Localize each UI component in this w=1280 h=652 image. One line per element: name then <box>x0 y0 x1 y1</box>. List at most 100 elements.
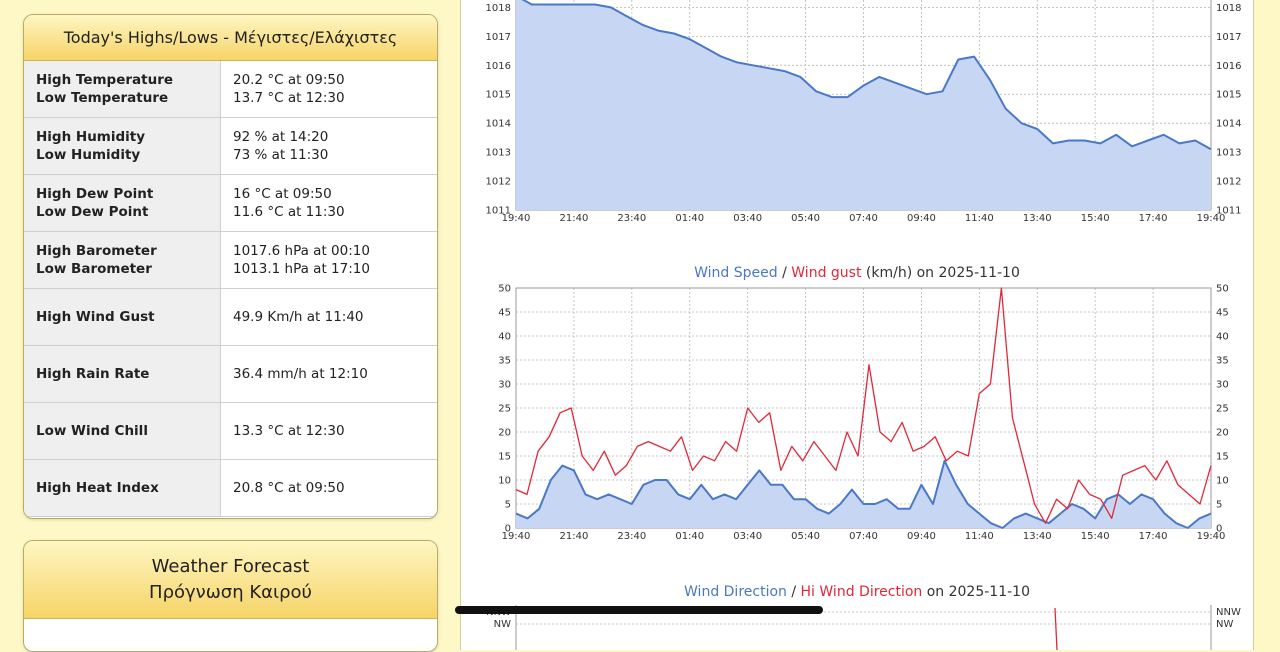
x-tick-label: 21:40 <box>560 213 589 224</box>
row-value-cell: 16 °C at 09:50 11.6 °C at 11:30 <box>220 174 437 232</box>
y-tick-label-right: 45 <box>1216 308 1229 319</box>
y-tick-label-left: 1016 <box>486 61 511 72</box>
highs-lows-table: High Temperature Low Temperature 20.2 °C a… <box>24 61 437 517</box>
y-tick-label-left: 25 <box>498 404 511 415</box>
table-row: High Wind Gust 49.9 Km/h at 11:40 <box>24 288 437 346</box>
x-tick-label: 07:40 <box>849 213 878 224</box>
row-label-cell: Low Wind Chill <box>24 402 221 460</box>
y-tick-label-right: 1011 <box>1216 206 1241 217</box>
stat-label: Low Dew Point <box>36 204 149 220</box>
row-label-cell: High Temperature Low Temperature <box>24 61 221 118</box>
y-tick-label-right: 5 <box>1216 500 1222 511</box>
forecast-title-en: Weather Forecast <box>151 556 310 577</box>
x-tick-label: 19:40 <box>1197 531 1226 542</box>
x-tick-label: 03:40 <box>733 531 762 542</box>
y-tick-label-left: 1017 <box>486 32 511 43</box>
row-label-cell: High Rain Rate <box>24 345 221 403</box>
y-tick-label-right: 25 <box>1216 404 1229 415</box>
x-tick-label: 01:40 <box>675 213 704 224</box>
y-tick-label-left: NW <box>494 619 511 630</box>
stat-value: 20.8 °C at 09:50 <box>233 480 345 496</box>
y-tick-label-left: 40 <box>498 332 511 343</box>
y-tick-label-right: 40 <box>1216 332 1229 343</box>
x-tick-label: 13:40 <box>1023 531 1052 542</box>
y-tick-label-right: 15 <box>1216 452 1229 463</box>
y-tick-label-left: 50 <box>498 284 511 295</box>
y-tick-label-left: 5 <box>505 500 511 511</box>
series-area-0 <box>516 0 1211 210</box>
stat-label: High Humidity <box>36 129 146 145</box>
x-tick-label: 23:40 <box>617 213 646 224</box>
series-area-0 <box>516 460 1211 528</box>
x-tick-label: 15:40 <box>1081 213 1110 224</box>
wind-direction-chart-title: Wind Direction / Hi Wind Direction on 20… <box>684 584 1030 600</box>
stat-value: 1013.1 hPa at 17:10 <box>233 261 370 277</box>
y-tick-label-right: 35 <box>1216 356 1229 367</box>
stat-label: High Dew Point <box>36 186 154 202</box>
stat-value: 16 °C at 09:50 <box>233 186 332 202</box>
x-tick-label: 09:40 <box>907 213 936 224</box>
series-line-0 <box>521 0 1212 151</box>
y-tick-label-right: 1012 <box>1216 177 1241 188</box>
row-value-cell: 20.2 °C at 09:50 13.7 °C at 12:30 <box>220 61 437 118</box>
stat-value: 20.2 °C at 09:50 <box>233 72 345 88</box>
horizontal-scrollbar[interactable] <box>455 606 823 614</box>
forecast-panel: Weather Forecast Πρόγνωση Καιρού <box>23 540 438 652</box>
y-tick-label-right: NNW <box>1216 607 1241 618</box>
highs-lows-panel: Today's Highs/Lows - Μέγιστες/Ελάχιστες … <box>23 14 438 519</box>
row-label-cell: High Humidity Low Humidity <box>24 117 221 175</box>
x-tick-label: 09:40 <box>907 531 936 542</box>
stat-label: High Wind Gust <box>36 309 155 325</box>
x-tick-label: 13:40 <box>1023 213 1052 224</box>
forecast-title: Weather Forecast Πρόγνωση Καιρού <box>24 541 437 619</box>
title-part: Wind gust <box>791 265 862 281</box>
stat-value: 13.7 °C at 12:30 <box>233 90 345 106</box>
x-tick-label: 07:40 <box>849 531 878 542</box>
y-tick-label-right: 1018 <box>1216 3 1241 14</box>
y-tick-label-right: 1013 <box>1216 148 1241 159</box>
table-row: High Rain Rate 36.4 mm/h at 12:10 <box>24 345 437 403</box>
series-line-0 <box>515 459 1212 529</box>
y-tick-label-right: 20 <box>1216 428 1229 439</box>
y-tick-label-left: 30 <box>498 380 511 391</box>
stat-value: 92 % at 14:20 <box>233 129 329 145</box>
x-tick-label: 19:40 <box>502 531 531 542</box>
y-tick-label-left: 15 <box>498 452 511 463</box>
y-tick-label-right: 1014 <box>1216 119 1241 130</box>
x-tick-label: 05:40 <box>791 213 820 224</box>
row-value-cell: 36.4 mm/h at 12:10 <box>220 345 437 403</box>
table-row: Low Wind Chill 13.3 °C at 12:30 <box>24 402 437 460</box>
stat-label: High Heat Index <box>36 480 159 496</box>
stat-value: 1017.6 hPa at 00:10 <box>233 243 370 259</box>
table-row: High Temperature Low Temperature 20.2 °C a… <box>24 61 437 118</box>
series-line-1 <box>515 287 1212 524</box>
title-part: Wind Speed <box>694 265 778 281</box>
y-tick-label-right: 30 <box>1216 380 1229 391</box>
title-part: on 2025-11-10 <box>922 584 1030 600</box>
y-tick-label-left: 20 <box>498 428 511 439</box>
stat-label: Low Barometer <box>36 261 152 277</box>
x-tick-label: 11:40 <box>965 531 994 542</box>
y-tick-label-right: 1015 <box>1216 90 1241 101</box>
x-tick-label: 01:40 <box>675 531 704 542</box>
title-part: / <box>778 265 792 281</box>
forecast-title-el: Πρόγνωση Καιρού <box>149 582 312 603</box>
y-tick-label-left: 1011 <box>486 206 511 217</box>
hi-wind-direction-mark <box>1054 607 1058 650</box>
stat-label: High Rain Rate <box>36 366 150 382</box>
charts-column: 19:40 21:40 23:40 01:40 03:40 05:40 07:40 09:40… <box>460 0 1254 650</box>
y-tick-label-left: 1013 <box>486 148 511 159</box>
x-tick-label: 19:40 <box>502 213 531 224</box>
title-part: (km/h) on 2025-11-10 <box>861 265 1019 281</box>
table-row: High Humidity Low Humidity 92 % at 14:20 73… <box>24 117 437 175</box>
x-tick-label: 19:40 <box>1197 213 1226 224</box>
row-value-cell: 1017.6 hPa at 00:10 1013.1 hPa at 17:10 <box>220 231 437 289</box>
x-tick-label: 03:40 <box>733 213 762 224</box>
y-tick-label-left: 1012 <box>486 177 511 188</box>
row-value-cell: 92 % at 14:20 73 % at 11:30 <box>220 117 437 175</box>
stat-value: 13.3 °C at 12:30 <box>233 423 345 439</box>
x-tick-label: 11:40 <box>965 213 994 224</box>
table-row: High Barometer Low Barometer 1017.6 hPa at… <box>24 231 437 289</box>
stat-value: 73 % at 11:30 <box>233 147 329 163</box>
x-tick-label: 21:40 <box>560 531 589 542</box>
